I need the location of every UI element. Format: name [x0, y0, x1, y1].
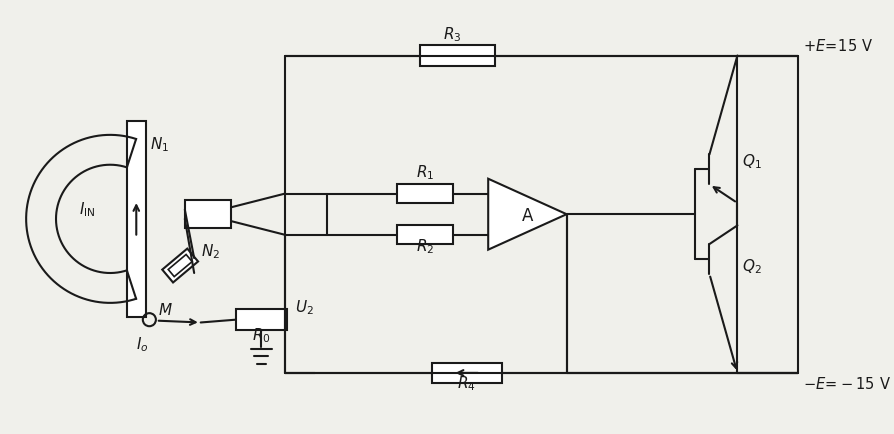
Bar [185, 200, 232, 228]
Text: $R_1$: $R_1$ [416, 163, 434, 181]
Text: A: A [522, 207, 533, 225]
Bar [397, 184, 452, 203]
Bar [420, 45, 494, 66]
Text: $I_o$: $I_o$ [136, 335, 148, 354]
Text: $R_0$: $R_0$ [252, 326, 271, 345]
Polygon shape [488, 179, 567, 250]
Text: $U_2$: $U_2$ [294, 298, 313, 317]
Bar [397, 225, 452, 244]
Text: $N_1$: $N_1$ [150, 135, 170, 154]
Text: $+E\!=\!15\ \rm V$: $+E\!=\!15\ \rm V$ [803, 38, 873, 54]
Text: $M$: $M$ [157, 302, 173, 318]
Text: $I_{\mathrm{IN}}$: $I_{\mathrm{IN}}$ [80, 200, 96, 219]
Text: $-E\!=\!-15\ \rm V$: $-E\!=\!-15\ \rm V$ [803, 376, 890, 392]
Text: $Q_2$: $Q_2$ [742, 257, 762, 276]
Text: $R_3$: $R_3$ [443, 26, 462, 44]
Polygon shape [162, 249, 198, 283]
Text: $R_4$: $R_4$ [458, 375, 477, 394]
Bar [432, 363, 502, 383]
Text: $N_2$: $N_2$ [200, 242, 220, 261]
Text: $R_2$: $R_2$ [416, 237, 434, 256]
Bar [236, 309, 287, 330]
Text: $Q_1$: $Q_1$ [742, 153, 762, 171]
Bar [127, 121, 146, 317]
